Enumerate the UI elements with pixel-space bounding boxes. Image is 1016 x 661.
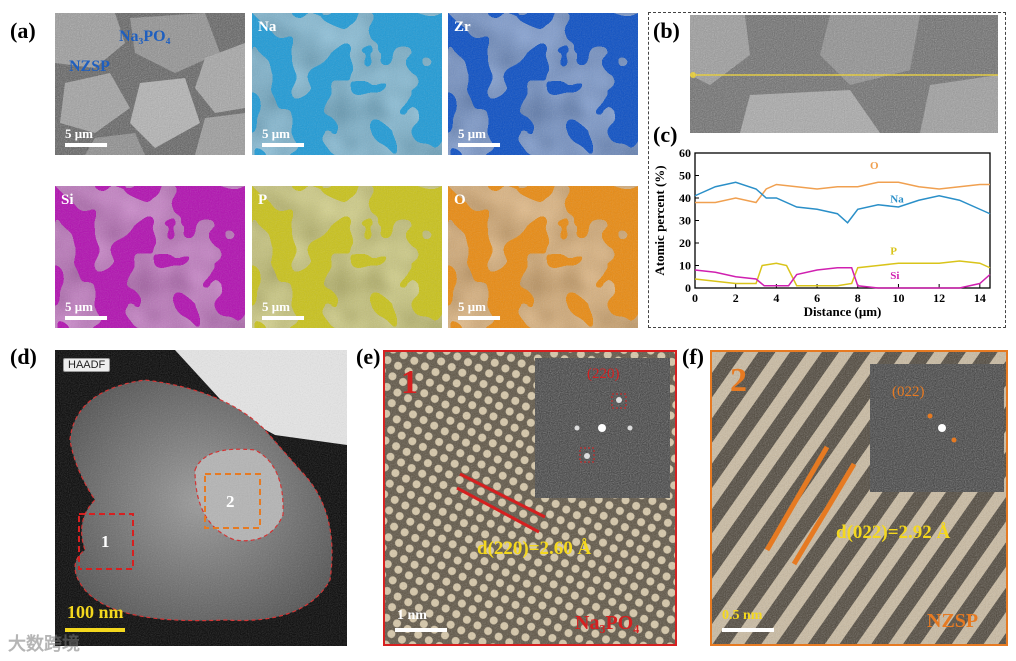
y-tick-label: 60	[679, 146, 691, 160]
x-tick-label: 8	[855, 291, 861, 305]
eds-map-si: Si 5 μm	[55, 186, 245, 328]
eds-scale-text: 5 μm	[458, 299, 486, 314]
series-line-p	[694, 260, 991, 287]
y-tick-label: 50	[679, 169, 691, 183]
region2-label: 2	[226, 492, 235, 511]
eds-map-zr: Zr 5 μm	[448, 13, 638, 155]
haadf-image: HAADF 1 2 100 nm	[55, 350, 347, 646]
hrtem1-scale-bar	[395, 628, 447, 632]
eds-element-label: O	[454, 192, 466, 208]
series-line-na	[694, 181, 991, 224]
line-scan-sem	[690, 15, 998, 133]
hrtem-nzsp: 2 (022) d(022)=2.92 Å 0.5 nm NZSP	[710, 350, 1008, 646]
y-tick-label: 20	[679, 236, 691, 250]
haadf-tag: HAADF	[63, 358, 111, 372]
eds-element-label: Na	[258, 19, 277, 35]
eds-scale-bar: 5 μm	[65, 299, 107, 320]
x-tick-label: 6	[814, 291, 820, 305]
d-spacing-220: d(220)=2.60 Å	[477, 538, 592, 559]
region2-box	[204, 473, 261, 529]
region1-label: 1	[101, 532, 110, 551]
y-tick-label: 0	[685, 281, 691, 295]
eds-scale-bar: 5 μm	[262, 299, 304, 320]
region1-number: 1	[401, 364, 418, 401]
y-tick-label: 30	[679, 214, 691, 228]
panel-label-d: (d)	[10, 344, 37, 369]
hrtem2-phase: NZSP	[927, 610, 979, 632]
sem-scale-text: 5 μm	[65, 126, 93, 141]
sem-image: Na₃PO₄ NZSP 5 μm	[55, 13, 245, 155]
line-scan-image	[690, 15, 998, 133]
panel-label-c: (c)	[653, 122, 678, 147]
series-label-na: Na	[890, 194, 904, 206]
hrtem2-scale-text: 0.5 nm	[722, 608, 763, 623]
hrtem1-scale-text: 1 nm	[397, 608, 427, 623]
eds-scale-bar: 5 μm	[458, 299, 500, 320]
x-tick-label: 14	[974, 291, 986, 305]
fringe-line-4	[791, 462, 857, 566]
region2-number: 2	[730, 362, 747, 399]
x-tick-label: 10	[892, 291, 904, 305]
eds-scale-text: 5 μm	[65, 299, 93, 314]
lattice-na3po4	[385, 352, 675, 644]
x-tick-label: 0	[692, 291, 698, 305]
x-tick-label: 2	[733, 291, 739, 305]
eds-map-o: O 5 μm	[448, 186, 638, 328]
haadf-particle	[55, 350, 347, 646]
series-label-p: P	[890, 245, 897, 257]
series-line-si	[694, 267, 991, 289]
na3po4-label: Na₃PO₄	[119, 28, 171, 45]
x-tick-label: 4	[773, 291, 779, 305]
eds-element-label: P	[258, 192, 268, 208]
y-axis-label: Atomic percent (%)	[652, 165, 667, 275]
panel-label-f: (f)	[682, 344, 704, 369]
fringe-line-3	[764, 445, 830, 552]
eds-element-label: Zr	[454, 19, 471, 35]
panel-label-e: (e)	[356, 344, 381, 369]
hrtem2-scale-bar	[722, 628, 774, 632]
eds-scale-bar: 5 μm	[262, 126, 304, 147]
y-tick-label: 10	[679, 259, 691, 273]
x-axis-label: Distance (μm)	[804, 304, 882, 319]
haadf-scale-text: 100 nm	[67, 602, 124, 622]
atomic-percent-chart: 0 2 4 6 8 10 12 14 0 10 20 30 40 50 60 Distance (μm) Ato…	[652, 146, 991, 319]
eds-map-na: Na 5 μm	[252, 13, 442, 155]
fringe-line-2	[456, 486, 540, 534]
eds-scale-bar: 5 μm	[458, 126, 500, 147]
eds-map-p: P 5 μm	[252, 186, 442, 328]
sem-scale-bar: 5 μm	[65, 126, 107, 147]
bc-frame	[648, 12, 1006, 328]
hrtem1-phase: Na₃PO₄	[575, 612, 640, 634]
series-label-o: O	[870, 160, 879, 172]
region1-box	[78, 513, 134, 570]
fft-label-220: (220)	[587, 366, 620, 382]
eds-scale-text: 5 μm	[262, 299, 290, 314]
eds-scale-text: 5 μm	[458, 126, 486, 141]
fft-inset-1: (220)	[535, 358, 670, 498]
hrtem-na3po4: 1 (220) d(220)=2.60 Å 1 nm Na₃PO₄	[383, 350, 677, 646]
x-tick-label: 12	[933, 291, 945, 305]
eds-element-label: Si	[61, 192, 74, 208]
haadf-scale-bar	[65, 628, 125, 632]
fft-label-022: (022)	[892, 384, 925, 400]
sem-grains	[55, 13, 245, 155]
fft-inset-2: (022)	[870, 364, 1004, 492]
watermark: 大数跨境	[8, 634, 80, 655]
series-label-si: Si	[890, 270, 899, 282]
fringe-line-1	[459, 472, 546, 519]
panel-label-a: (a)	[10, 18, 36, 43]
series-line-o	[695, 181, 990, 204]
d-spacing-022: d(022)=2.92 Å	[836, 522, 951, 543]
nzsp-label: NZSP	[69, 58, 110, 75]
panel-label-b: (b)	[653, 18, 680, 43]
y-tick-label: 40	[679, 191, 691, 205]
eds-scale-text: 5 μm	[262, 126, 290, 141]
